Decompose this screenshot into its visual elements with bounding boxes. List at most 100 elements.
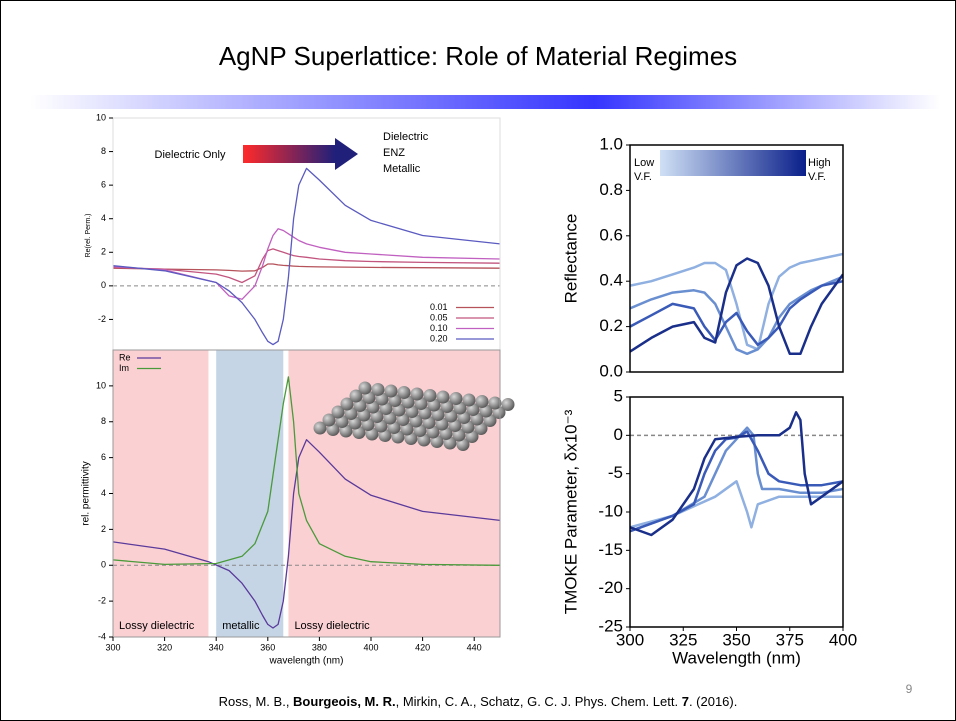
y-tick-label: 0.6: [599, 225, 623, 244]
y-tick-label: 5: [614, 386, 623, 405]
citation-part: , Mirkin, C. A., Schatz, G. C. J. Phys. …: [396, 694, 682, 709]
lattice-sphere: [349, 389, 363, 403]
y-tick-label: 8: [101, 416, 106, 426]
lattice-sphere: [475, 395, 489, 408]
annotation: Metallic: [383, 163, 421, 175]
lattice-sphere: [449, 392, 463, 405]
legend-label: Re: [119, 352, 131, 362]
lattice-sphere: [384, 384, 398, 398]
y-tick-label: -5: [608, 463, 623, 482]
lattice-sphere: [331, 405, 345, 419]
x-tick-label: 300: [616, 630, 644, 649]
y-tick-label: 6: [101, 180, 106, 190]
citation-part: 7: [682, 694, 689, 709]
lattice-sphere: [358, 381, 372, 395]
series-line: [630, 430, 843, 533]
x-axis-label: Wavelength (nm): [672, 648, 801, 667]
y-tick-label: 0: [101, 560, 106, 570]
y-tick-label: 1.0: [599, 134, 623, 153]
series-group: [630, 252, 843, 356]
y-tick-label: 0: [614, 425, 623, 444]
lattice-sphere: [436, 390, 450, 404]
lattice-sphere: [488, 396, 502, 410]
region-label: metallic: [222, 620, 260, 632]
y-axis-label: TMOKE Parameter, δx10⁻³: [561, 409, 580, 614]
y-tick-label: -25: [598, 616, 623, 635]
series-line: [113, 439, 500, 629]
x-tick-label: 325: [669, 630, 697, 649]
colorbar-label: V.F.: [808, 171, 826, 183]
chart: Lossy dielectric metallic Lossy dielectric…: [81, 349, 515, 667]
legend-label: 0.05: [430, 312, 448, 322]
lattice-sphere: [340, 397, 354, 411]
x-tick-label: 360: [260, 642, 275, 652]
lattice-sphere: [410, 387, 424, 401]
series-line: [630, 480, 843, 529]
chart: -2 0 2 4 6 8 10 Re(rel. Perm.) 0.010.050.100.20 D…: [85, 112, 501, 354]
series-line: [630, 257, 843, 356]
region: [216, 350, 284, 637]
lattice-sphere: [397, 386, 411, 399]
x-tick-label: 400: [363, 642, 378, 652]
plot-background: [630, 397, 843, 627]
lattice-sphere: [322, 413, 336, 427]
legend-label: 0.10: [430, 323, 448, 333]
citation: Ross, M. B., Bourgeois, M. R., Mirkin, C…: [219, 694, 738, 709]
y-tick-label: 4: [101, 213, 106, 223]
colorbar-label: Low: [634, 157, 654, 169]
x-tick-label: 440: [467, 642, 482, 652]
y-axis-label: rel. permittivity: [81, 461, 92, 525]
series-line: [630, 252, 843, 351]
series-line: [630, 411, 843, 537]
citation-part: Bourgeois, M. R.: [293, 694, 396, 709]
lattice-sphere: [371, 383, 385, 396]
series-line: [630, 279, 843, 347]
y-tick-label: 8: [101, 146, 106, 156]
colorbar: [660, 150, 806, 176]
y-tick-label: 6: [101, 452, 106, 462]
y-tick-label: -15: [598, 540, 623, 559]
slide-title: AgNP Superlattice: Role of Material Regi…: [219, 41, 737, 71]
y-tick-label: 0.4: [599, 271, 623, 290]
legend-label: 0.01: [430, 302, 448, 312]
legend-label: 0.20: [430, 333, 448, 343]
x-tick-label: 320: [157, 642, 172, 652]
y-tick-label: -10: [598, 501, 623, 520]
annotation: Dielectric: [383, 131, 429, 143]
x-tick-label: 375: [776, 630, 804, 649]
series-group: [630, 411, 843, 537]
series-group: [113, 167, 500, 346]
annotation-arrow-head: [335, 138, 358, 170]
x-axis-label: wavelength (nm): [269, 656, 344, 667]
lattice-sphere: [423, 389, 437, 402]
chart: -25 -20 -15 -10 -5 0 5 300 325 350 375 400 Wavelengt…: [561, 386, 857, 667]
region-label: Lossy dielectric: [119, 620, 195, 632]
y-tick-label: 2: [101, 247, 106, 257]
legend-label: Im: [119, 363, 129, 373]
annotation: Dielectric Only: [155, 149, 226, 161]
lattice-sphere: [462, 393, 476, 407]
series-line: [630, 426, 843, 533]
x-tick-label: 350: [722, 630, 750, 649]
x-tick-label: 420: [415, 642, 430, 652]
citation-part: Ross, M. B.,: [219, 694, 293, 709]
region: [113, 350, 209, 637]
slide-number: 9: [906, 682, 913, 696]
plot-frame: [629, 144, 844, 373]
y-axis-label: Reflectance: [561, 214, 580, 304]
y-tick-label: -20: [598, 578, 623, 597]
lattice-sphere: [313, 421, 327, 435]
series-line: [113, 167, 500, 346]
series-line: [113, 228, 500, 300]
y-axis-label: Re(rel. Perm.): [85, 214, 92, 258]
title-band: [30, 95, 940, 109]
x-tick-label: 400: [829, 630, 857, 649]
series-line: [113, 263, 500, 272]
y-tick-label: -2: [98, 596, 106, 606]
y-tick-label: -2: [98, 314, 106, 324]
annotation: ENZ: [383, 147, 405, 159]
citation-part: . (2016).: [689, 694, 737, 709]
series-line: [113, 248, 500, 284]
y-tick-label: 0.8: [599, 180, 623, 199]
